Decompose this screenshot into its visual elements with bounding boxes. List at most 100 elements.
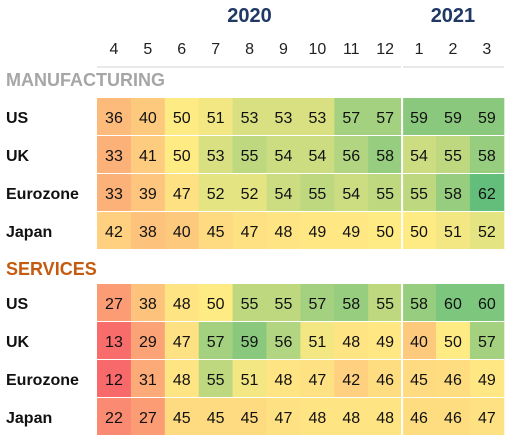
- cell-value: 58: [478, 148, 496, 165]
- heatmap-cell: [198, 284, 234, 322]
- cell-value: 52: [241, 186, 259, 203]
- heatmap-cell: [164, 174, 200, 212]
- heatmap-cell: [402, 322, 437, 360]
- cell-value: 59: [444, 110, 462, 127]
- heatmap-cell: [130, 174, 166, 212]
- cell-value: 55: [376, 186, 394, 203]
- heatmap-cell: [334, 284, 369, 322]
- row-label: UK: [6, 148, 30, 165]
- heatmap-cell: [198, 174, 234, 212]
- heatmap-cell: [232, 98, 267, 136]
- cell-value: 54: [410, 148, 428, 165]
- cell-value: 57: [478, 334, 496, 351]
- cell-value: 52: [478, 224, 496, 241]
- heatmap-cell: [164, 284, 200, 322]
- cell-value: 60: [444, 296, 462, 313]
- cell-value: 51: [308, 334, 326, 351]
- heatmap-row-uk: UK 13 29 47 57 59 56 51 48 49 40 50 57: [6, 322, 505, 360]
- month-label: 11: [343, 41, 360, 58]
- heatmap-row-japan: Japan 42 38 40 45 47 48 49 49 50 50 51 52: [6, 212, 505, 250]
- cell-value: 48: [275, 372, 293, 389]
- heatmap-cell: [266, 284, 301, 322]
- heatmap-cell: [436, 360, 471, 398]
- cell-value: 46: [410, 410, 428, 427]
- heatmap-cell: [368, 398, 403, 436]
- heatmap-cell: [402, 360, 437, 398]
- heatmap-cell: [300, 360, 335, 398]
- heatmap-cell: [368, 174, 403, 212]
- heatmap-cell: [130, 212, 166, 250]
- heatmap-cell: [469, 174, 505, 212]
- heatmap-cell: [402, 174, 437, 212]
- cell-value: 45: [173, 410, 191, 427]
- cell-value: 42: [105, 224, 123, 241]
- heatmap-cell: [164, 136, 200, 174]
- cell-value: 31: [139, 372, 157, 389]
- heatmap-cell: [97, 398, 132, 436]
- month-label: 5: [143, 41, 152, 58]
- cell-value: 50: [207, 296, 225, 313]
- heatmap-cell: [164, 322, 200, 360]
- month-label: 1: [415, 41, 424, 58]
- month-label: 10: [308, 41, 326, 58]
- cell-value: 55: [376, 296, 394, 313]
- cell-value: 53: [275, 110, 293, 127]
- cell-value: 27: [105, 296, 123, 313]
- heatmap-cell: [130, 98, 166, 136]
- heatmap-cell: [198, 398, 234, 436]
- cell-value: 48: [342, 410, 360, 427]
- heatmap-cell: [130, 136, 166, 174]
- cell-value: 49: [478, 372, 496, 389]
- heatmap-row-uk: UK 33 41 50 53 55 54 54 56 58 54 55 58: [6, 136, 505, 174]
- cell-value: 59: [241, 334, 259, 351]
- heatmap-cell: [198, 136, 234, 174]
- cell-value: 36: [105, 110, 123, 127]
- cell-value: 50: [444, 334, 462, 351]
- cell-value: 62: [478, 186, 496, 203]
- row-label: UK: [6, 334, 30, 351]
- month-label: 7: [211, 41, 220, 58]
- cell-value: 51: [444, 224, 462, 241]
- heatmap-cell: [402, 212, 437, 250]
- heatmap-cell: [232, 398, 267, 436]
- heatmap-cell: [334, 212, 369, 250]
- heatmap-cell: [368, 360, 403, 398]
- cell-value: 46: [444, 410, 462, 427]
- heatmap-cell: [469, 284, 505, 322]
- month-label: 8: [245, 41, 254, 58]
- heatmap-cell: [300, 136, 335, 174]
- cell-value: 22: [105, 410, 123, 427]
- year-label-2021: 2021: [431, 5, 476, 27]
- heatmap-cell: [469, 360, 505, 398]
- heatmap-cell: [368, 98, 403, 136]
- heatmap-cell: [469, 322, 505, 360]
- cell-value: 45: [241, 410, 259, 427]
- cell-value: 47: [308, 372, 326, 389]
- heatmap-cell: [334, 322, 369, 360]
- cell-value: 47: [173, 334, 191, 351]
- heatmap-cell: [334, 360, 369, 398]
- heatmap-cell: [300, 398, 335, 436]
- cell-value: 33: [105, 148, 123, 165]
- heatmap-cell: [469, 212, 505, 250]
- heatmap-cell: [368, 284, 403, 322]
- cell-value: 57: [342, 110, 360, 127]
- heatmap-cell: [198, 212, 234, 250]
- heatmap-cell: [97, 284, 132, 322]
- cell-value: 57: [207, 334, 225, 351]
- cell-value: 55: [308, 186, 326, 203]
- heatmap-cell: [300, 174, 335, 212]
- month-label: 2: [448, 41, 457, 58]
- cell-value: 38: [139, 296, 157, 313]
- heatmap-cell: [368, 212, 403, 250]
- cell-value: 40: [139, 110, 157, 127]
- cell-value: 58: [342, 296, 360, 313]
- heatmap-cell: [97, 322, 132, 360]
- cell-value: 55: [444, 148, 462, 165]
- cell-value: 29: [139, 334, 157, 351]
- section-title-manufacturing: MANUFACTURING: [6, 70, 165, 90]
- month-label: 3: [482, 41, 491, 58]
- month-label: 12: [376, 41, 394, 58]
- heatmap-cell: [300, 322, 335, 360]
- heatmap-cell: [300, 98, 335, 136]
